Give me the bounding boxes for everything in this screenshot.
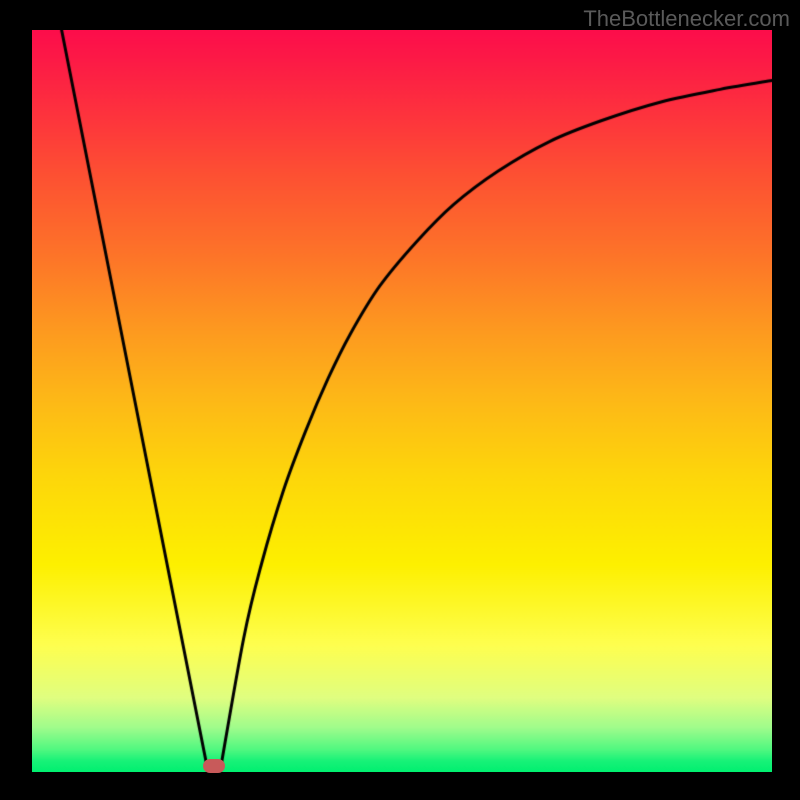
watermark: TheBottlenecker.com [583, 6, 790, 32]
bottleneck-curve [32, 30, 772, 772]
bottleneck-chart [32, 30, 772, 772]
optimal-marker [203, 759, 225, 773]
